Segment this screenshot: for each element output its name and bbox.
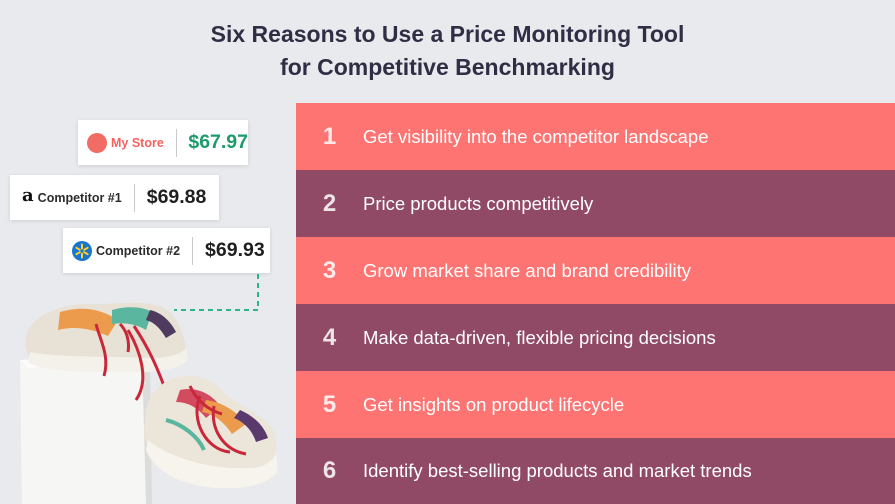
card-divider [133,183,135,212]
reasons-list: 1 Get visibility into the competitor lan… [296,103,895,504]
reason-text: Identify best-selling products and marke… [363,460,752,481]
title-line-1: Six Reasons to Use a Price Monitoring To… [210,21,685,47]
title-line-2: for Competitive Benchmarking [280,54,615,80]
reason-item-2: 2 Price products competitively [296,170,895,237]
reason-number: 3 [322,256,337,284]
sneaker-top [25,302,188,401]
sneaker-bottom [144,375,278,489]
reason-number: 6 [322,457,337,484]
price-card-competitor-1: a Competitor #1 $69.88 [10,175,219,220]
card-brand: My Store [87,132,164,153]
reason-number: 1 [322,122,337,150]
card-brand: Competitor #2 [72,240,181,261]
reason-item-1: 1 Get visibility into the competitor lan… [296,103,895,170]
sneakers-illustration [20,302,278,504]
store-dot-icon [87,132,107,153]
pedestal-box [20,352,152,504]
reason-number: 5 [322,390,337,418]
page-title: Six Reasons to Use a Price Monitoring To… [0,18,895,84]
reason-item-3: 3 Grow market share and brand credibilit… [296,237,895,304]
walmart-spark-icon [72,240,92,261]
card-price: $67.97 [188,131,248,153]
reason-text: Get insights on product lifecycle [363,393,625,415]
card-price: $69.88 [146,186,207,208]
reason-text: Make data-driven, flexible pricing decis… [363,326,716,348]
card-price: $69.93 [205,239,265,261]
reason-item-6: 6 Identify best-selling products and mar… [296,438,895,504]
card-brand-label: My Store [111,135,164,150]
card-divider [192,236,194,265]
reason-item-5: 5 Get insights on product lifecycle [296,371,895,438]
reason-text: Get visibility into the competitor lands… [363,125,709,147]
card-brand-label: Competitor #1 [37,190,122,205]
card-divider [175,128,177,157]
price-card-my-store: My Store $67.97 [78,120,248,165]
price-card-competitor-2: Competitor #2 $69.93 [63,228,270,273]
reason-item-4: 4 Make data-driven, flexible pricing dec… [296,304,895,371]
reason-number: 4 [322,323,337,351]
reason-text: Price products competitively [363,192,594,214]
card-brand-label: Competitor #2 [96,243,181,258]
amazon-logo-icon: a [22,185,34,206]
card-brand: a Competitor #1 [22,185,122,208]
dashed-connector [174,274,259,311]
reason-text: Grow market share and brand credibility [363,259,692,281]
reason-number: 2 [322,189,337,217]
